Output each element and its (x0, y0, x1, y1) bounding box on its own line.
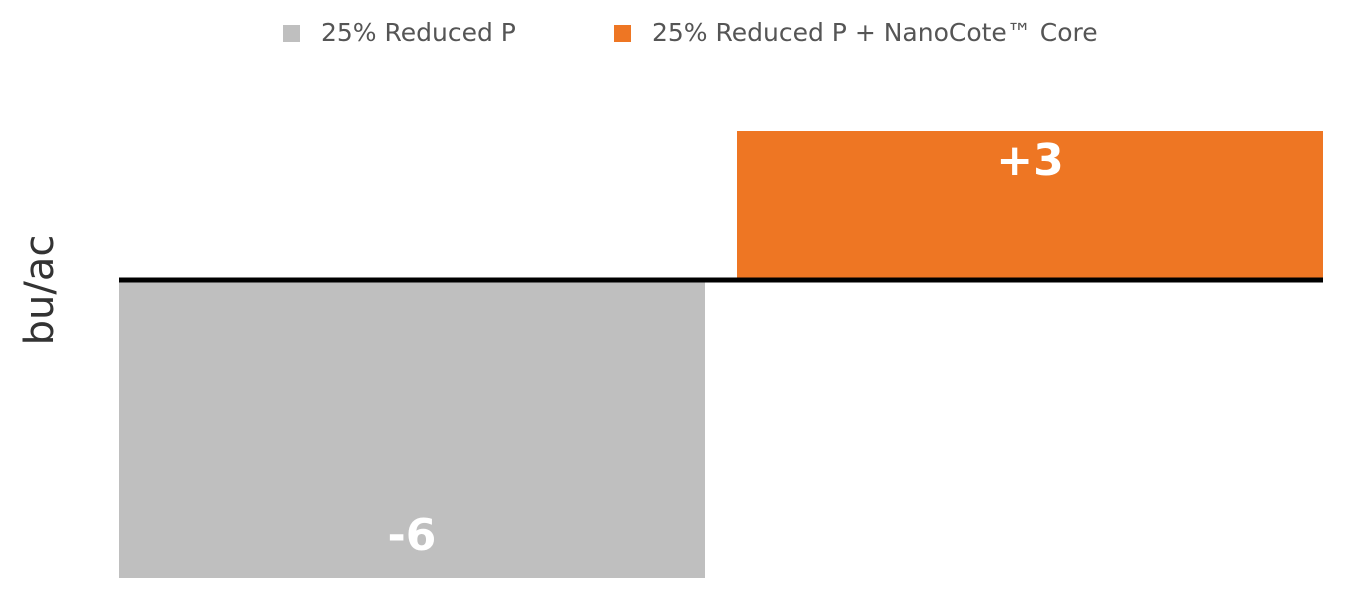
bar (737, 131, 1323, 280)
y-axis-label: bu/ac (17, 235, 63, 346)
legend-swatch (614, 25, 631, 42)
legend-swatch (283, 25, 300, 42)
legend-label: 25% Reduced P (321, 18, 516, 47)
value-label: -6 (388, 510, 437, 561)
bar (119, 280, 705, 578)
value-label: +3 (996, 135, 1063, 186)
legend-label: 25% Reduced P + NanoCote™ Core (652, 18, 1098, 47)
